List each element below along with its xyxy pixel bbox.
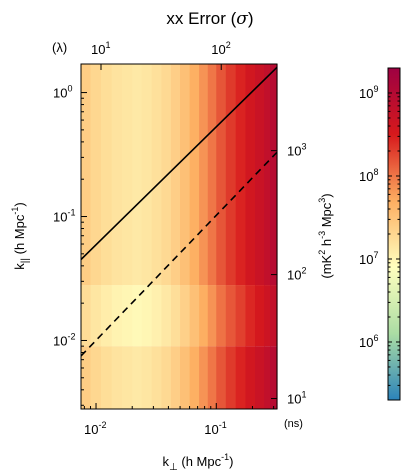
- chart-title: xx Error (σ): [166, 9, 253, 29]
- heatmap-cell: [180, 285, 191, 347]
- heatmap-cell: [199, 64, 209, 286]
- heatmap-cell: [161, 346, 172, 409]
- heatmap-cell: [111, 346, 123, 409]
- colorbar-tick-label: 106: [359, 333, 378, 350]
- heatmap-cell: [141, 346, 153, 409]
- heatmap-cell: [122, 64, 133, 286]
- heatmap-cell: [235, 346, 247, 409]
- reference-lines: [80, 66, 278, 357]
- heatmap-cell: [216, 346, 227, 409]
- axes: 10-2 10-1 10-2 10-1 100 101 102 101 102 103: [53, 40, 306, 437]
- y-axis-label: k|| (h Mpc-1): [10, 202, 31, 269]
- heatmap-cell: [189, 346, 200, 409]
- heatmap-cell: [122, 346, 133, 409]
- heatmap-cell: [207, 346, 217, 409]
- heatmap-cell: [216, 64, 227, 286]
- heatmap-cell: [122, 285, 133, 347]
- right-tick-label: 101: [287, 390, 306, 407]
- heatmap-cell: [225, 346, 237, 409]
- heatmap-cell: [199, 285, 209, 347]
- heatmap-cell: [141, 64, 153, 286]
- heatmap-cell: [132, 346, 143, 409]
- solid-line: [80, 66, 278, 261]
- heatmap-cell: [207, 285, 217, 347]
- heatmap-cell: [255, 285, 265, 347]
- heatmap-cell: [189, 285, 200, 347]
- y-tick-label: 100: [53, 84, 72, 101]
- heatmap-cell: [90, 346, 102, 409]
- y-tick-label: 10-2: [53, 331, 75, 348]
- colorbar-tick-label: 109: [359, 84, 378, 101]
- x-axis-label: k⊥ (h Mpc-1): [163, 452, 234, 473]
- heatmap-cell: [132, 285, 143, 347]
- heatmap-cell: [245, 346, 256, 409]
- heatmap-cell: [90, 64, 102, 286]
- heatmap-cell: [170, 64, 181, 286]
- heatmap-cell: [81, 64, 92, 286]
- right-axis-label: (ns): [284, 418, 303, 430]
- heatmap-cells: [81, 64, 278, 409]
- heatmap-cell: [270, 285, 278, 347]
- top-tick-label: 102: [211, 40, 230, 57]
- heatmap-cell: [170, 346, 181, 409]
- top-tick-label: 101: [91, 40, 110, 57]
- colorbar-label: (mK2 h-3 Mpc3): [317, 193, 334, 278]
- heatmap-cell: [111, 285, 123, 347]
- heatmap-cell: [132, 64, 143, 286]
- heatmap-cell: [101, 285, 113, 347]
- heatmap-cell: [264, 346, 271, 409]
- heatmap-cell: [151, 64, 163, 286]
- x-tick-label: 10-2: [84, 420, 106, 437]
- heatmap-cell: [170, 285, 181, 347]
- top-axis-label: (λ): [52, 40, 67, 55]
- heatmap-cell: [151, 346, 163, 409]
- right-tick-label: 102: [287, 266, 306, 283]
- heatmap-cell: [189, 64, 200, 286]
- colorbar-axis: 106 107 108 109: [359, 84, 400, 386]
- heatmap-cell: [90, 285, 102, 347]
- heatmap-cell: [81, 285, 92, 347]
- x-tick-label: 10-1: [204, 420, 226, 437]
- plot-frame: [80, 63, 278, 410]
- heatmap-cell: [225, 285, 237, 347]
- heatmap-cell: [255, 346, 265, 409]
- right-tick-label: 103: [287, 142, 306, 159]
- heatmap-cell: [216, 285, 227, 347]
- heatmap-cell: [151, 285, 163, 347]
- heatmap-cell: [180, 64, 191, 286]
- heatmap-cell: [225, 64, 237, 286]
- heatmap-cell: [180, 346, 191, 409]
- heatmap-cell: [270, 346, 278, 409]
- heatmap-cell: [264, 285, 271, 347]
- heatmap-cell: [81, 346, 92, 409]
- heatmap-cell: [255, 64, 265, 286]
- heatmap-cell: [101, 64, 113, 286]
- heatmap-cell: [101, 346, 113, 409]
- heatmap-cell: [245, 64, 256, 286]
- heatmap-cell: [161, 285, 172, 347]
- heatmap-cell: [270, 64, 278, 286]
- y-tick-label: 10-1: [53, 208, 75, 225]
- heatmap-cell: [235, 285, 247, 347]
- heatmap-cell: [245, 285, 256, 347]
- heatmap-cell: [207, 64, 217, 286]
- heatmap-cell: [199, 346, 209, 409]
- colorbar-tick-label: 107: [359, 250, 378, 267]
- colorbar-tick-label: 108: [359, 167, 378, 184]
- heatmap-cell: [141, 285, 153, 347]
- heatmap-cell: [111, 64, 123, 286]
- heatmap-cell: [235, 64, 247, 286]
- heatmap-cell: [264, 64, 271, 286]
